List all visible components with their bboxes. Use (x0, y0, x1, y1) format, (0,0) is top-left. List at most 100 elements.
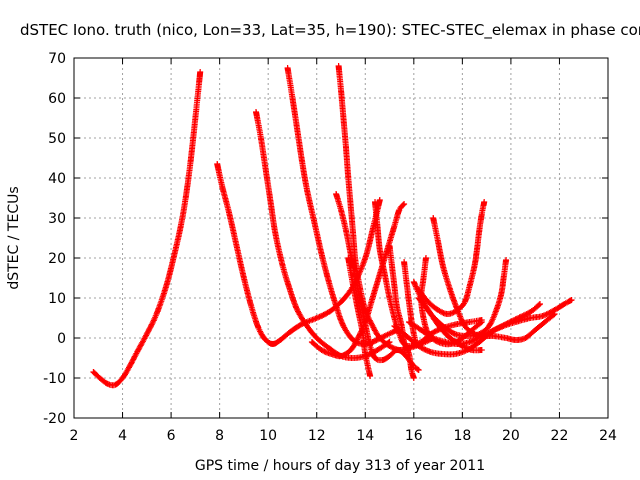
data-point (466, 349, 468, 351)
data-point (352, 339, 354, 341)
data-point (481, 335, 483, 337)
data-point (289, 289, 291, 291)
data-point (350, 253, 352, 255)
y-tick-label: 30 (48, 211, 66, 227)
data-point (413, 377, 415, 379)
data-point (515, 321, 517, 323)
data-point (449, 337, 451, 339)
data-point (403, 341, 405, 343)
data-point (405, 281, 408, 283)
data-point (289, 331, 291, 333)
series-14 (430, 215, 558, 343)
data-point (250, 305, 252, 307)
data-point (398, 333, 400, 335)
data-point (432, 337, 434, 339)
y-tick-label: -20 (43, 411, 66, 427)
data-point (393, 225, 395, 227)
data-point (478, 229, 480, 231)
x-tick-label: 10 (259, 428, 277, 444)
data-point (180, 225, 182, 227)
data-point (337, 65, 340, 67)
series-3 (253, 109, 393, 361)
y-axis-label: dSTEC / TECUs (6, 186, 22, 289)
data-point (384, 273, 386, 275)
data-point (444, 341, 446, 343)
data-point (469, 341, 471, 343)
plot-frame (73, 57, 609, 419)
data-point (236, 245, 238, 247)
series-17 (415, 257, 510, 339)
series-8 (345, 255, 374, 379)
data-point (413, 333, 415, 335)
data-point (410, 369, 412, 371)
data-point (364, 353, 366, 355)
data-point (539, 303, 541, 305)
data-point (493, 335, 495, 337)
data-point (296, 309, 298, 311)
data-point (478, 341, 480, 343)
data-point (350, 205, 352, 207)
data-point (488, 325, 490, 327)
data-point (306, 189, 308, 191)
x-tick-label: 14 (356, 428, 374, 444)
data-point (107, 383, 109, 385)
data-point (476, 249, 478, 251)
data-point (418, 369, 420, 371)
y-tick-label: 40 (48, 171, 66, 187)
data-point (345, 229, 347, 231)
data-point (379, 337, 381, 339)
data-point (388, 355, 391, 357)
data-point (301, 161, 303, 163)
data-point (563, 303, 565, 305)
x-tick-label: 8 (215, 428, 224, 444)
data-point (342, 117, 345, 119)
x-tick-label: 4 (118, 428, 127, 444)
x-tick-label: 16 (405, 428, 423, 444)
data-point (352, 357, 354, 359)
data-point (362, 333, 364, 335)
data-point (442, 265, 444, 267)
data-point (316, 317, 318, 319)
data-point (495, 309, 497, 311)
data-point (374, 201, 376, 203)
data-point (422, 317, 425, 319)
data-point (420, 341, 422, 343)
data-point (396, 349, 398, 351)
x-tick-label: 2 (70, 428, 79, 444)
data-point (449, 289, 451, 291)
data-point (350, 349, 352, 351)
data-point (345, 145, 347, 147)
y-tick-label: 0 (57, 331, 66, 347)
data-point (291, 97, 294, 99)
data-point (442, 325, 444, 327)
data-point (216, 163, 218, 165)
x-tick-label: 12 (308, 428, 326, 444)
series-10 (386, 243, 417, 381)
data-point (439, 327, 442, 329)
data-point (328, 281, 330, 283)
data-point (194, 117, 196, 119)
data-point (464, 301, 466, 303)
data-point (408, 353, 410, 355)
data-point (369, 375, 371, 377)
data-point (340, 301, 342, 303)
data-point (347, 177, 349, 179)
series-markers (372, 199, 485, 350)
data-point (442, 353, 444, 355)
data-point (221, 185, 223, 187)
data-point (427, 301, 429, 303)
data-point (328, 311, 330, 313)
data-point (359, 301, 362, 303)
data-point (296, 129, 298, 131)
data-point (340, 89, 342, 91)
data-point (393, 285, 395, 287)
data-point (255, 111, 257, 113)
series-18 (415, 199, 488, 317)
data-point (454, 353, 456, 355)
data-point (430, 313, 432, 315)
data-point (466, 335, 468, 337)
series-1 (90, 69, 204, 389)
data-point (529, 317, 531, 319)
x-tick-label: 6 (167, 428, 176, 444)
